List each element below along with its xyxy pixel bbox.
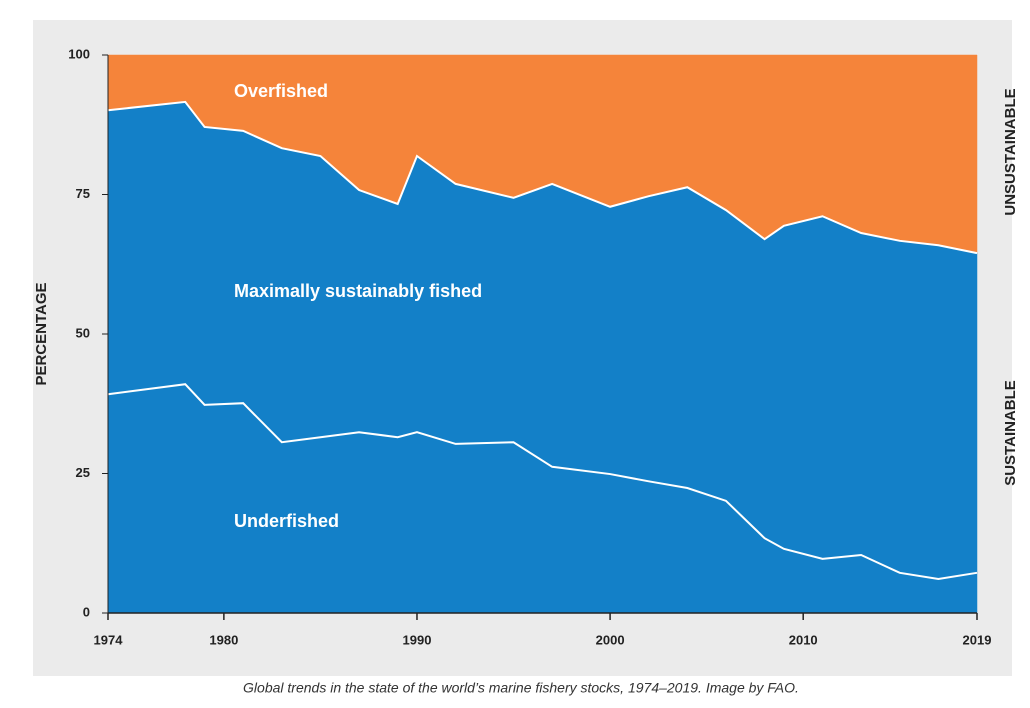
x-tick-label: 1990 (403, 632, 432, 647)
caption: Global trends in the state of the world’… (243, 680, 799, 696)
x-tick-label: 1974 (94, 632, 124, 647)
y-axis-label: PERCENTAGE (33, 282, 50, 385)
y-tick-label: 25 (76, 465, 90, 480)
area-label: Maximally sustainably fished (234, 281, 482, 301)
y-tick-label: 75 (76, 186, 90, 201)
y-tick-label: 100 (68, 46, 90, 61)
x-tick-label: 2019 (963, 632, 992, 647)
boundary-line (107, 100, 978, 255)
boundary-line (107, 383, 978, 580)
y-tick-label: 0 (83, 604, 90, 619)
x-tick-label: 2000 (596, 632, 625, 647)
side-label: SUSTAINABLE (1002, 380, 1019, 486)
x-tick-label: 2010 (789, 632, 818, 647)
area-label: Underfished (234, 511, 339, 531)
y-tick-label: 50 (76, 325, 90, 340)
area-label: Overfished (234, 81, 328, 101)
x-tick-label: 1980 (209, 632, 238, 647)
side-label: UNSUSTAINABLE (1002, 88, 1019, 215)
